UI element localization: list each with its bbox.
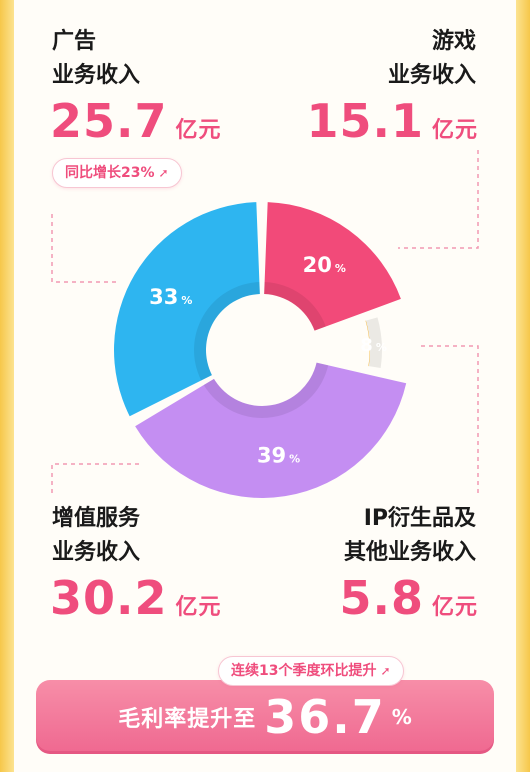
gross-margin-value: 36.7 xyxy=(264,690,386,744)
leader-line-ip xyxy=(420,345,479,493)
leader-lines xyxy=(51,150,479,493)
up-arrow-icon: ➚ xyxy=(380,664,391,678)
ip-subtitle: 其他业务收入 xyxy=(343,540,476,565)
ads-growth-text: 同比增长23% xyxy=(65,165,155,181)
up-arrow-icon: ➚ xyxy=(158,166,169,180)
vas-subtitle: 业务收入 xyxy=(52,540,141,565)
donut-percent-label: 8% xyxy=(360,335,387,356)
donut-percent-label: 33% xyxy=(149,285,192,309)
donut-percent-label: 39% xyxy=(257,444,300,468)
vas-revenue: 30.2 亿元 xyxy=(50,573,222,633)
ip-value: 5.8 xyxy=(339,571,424,625)
ads-unit: 亿元 xyxy=(175,118,222,143)
ip-revenue: 5.8 亿元 xyxy=(339,573,478,633)
games-value: 15.1 xyxy=(306,94,424,148)
ads-title: 广告 xyxy=(52,29,97,54)
ads-revenue: 25.7 亿元 xyxy=(50,96,222,156)
gross-margin-label: 毛利率提升至 xyxy=(118,707,257,732)
gross-margin-banner: 毛利率提升至 36.7 % xyxy=(36,680,494,754)
donut-slice xyxy=(135,362,407,498)
donut-slice-shade xyxy=(203,362,329,419)
donut-slice-shade xyxy=(193,282,260,381)
ip-unit: 亿元 xyxy=(431,595,478,620)
leader-line-vas xyxy=(51,463,142,493)
vas-value: 30.2 xyxy=(50,571,168,625)
consecutive-growth-text: 连续13个季度环比提升 xyxy=(231,663,377,679)
games-revenue: 15.1 亿元 xyxy=(306,96,478,156)
leader-line-ads xyxy=(51,214,120,283)
consecutive-growth-badge: 连续13个季度环比提升 ➚ xyxy=(218,656,404,686)
card-background xyxy=(14,0,516,772)
games-title: 游戏 xyxy=(431,29,476,54)
donut-slice xyxy=(365,320,371,367)
games-subtitle: 业务收入 xyxy=(387,63,476,88)
donut-slice xyxy=(264,202,401,331)
gross-margin-text: 毛利率提升至 36.7 % xyxy=(36,680,494,754)
donut-slice-shade xyxy=(365,317,382,368)
ads-growth-badge: 同比增长23% ➚ xyxy=(52,158,182,188)
gross-margin-percent: % xyxy=(391,705,412,729)
ads-value: 25.7 xyxy=(50,94,168,148)
leader-line-games xyxy=(398,150,479,249)
vas-title: 增值服务 xyxy=(52,506,141,531)
vas-unit: 亿元 xyxy=(175,595,222,620)
donut-slice xyxy=(114,202,260,417)
games-unit: 亿元 xyxy=(431,118,478,143)
ads-subtitle: 业务收入 xyxy=(52,63,141,88)
donut-percent-label: 20% xyxy=(303,253,346,277)
ip-title: IP衍生品及 xyxy=(363,506,476,531)
donut-slice-shade xyxy=(264,282,326,331)
donut-slices xyxy=(114,202,407,498)
donut-labels: 20 % 8 % 39 % 33% xyxy=(149,253,387,467)
